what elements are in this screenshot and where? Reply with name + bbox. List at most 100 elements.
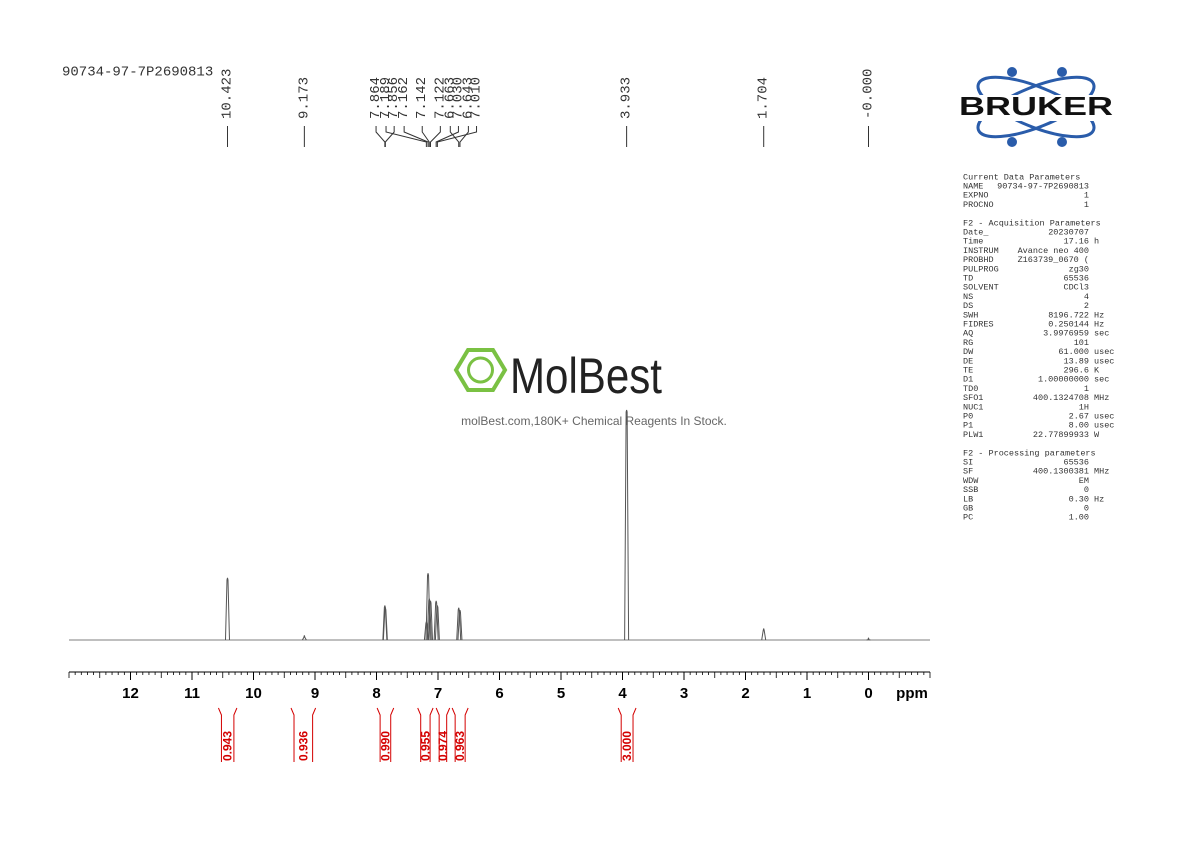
parameter-value: 2.67 [1069, 411, 1089, 421]
parameter-value: 101 [1074, 338, 1089, 348]
peak-label: 1.704 [756, 77, 772, 119]
parameter-unit: MHz [1094, 393, 1109, 403]
peak-pointer [385, 126, 427, 147]
parameter-value: zg30 [1069, 264, 1089, 274]
parameter-unit: usec [1094, 421, 1114, 431]
peak [426, 598, 432, 641]
parameter-value: 65536 [1063, 273, 1089, 283]
x-tick-label: 4 [618, 685, 627, 702]
parameter-name: SSB [963, 485, 978, 495]
parameter-name: SF [963, 467, 973, 477]
parameter-name: TD [963, 273, 973, 283]
parameter-unit: Hz [1094, 319, 1104, 329]
parameter-name: P1 [963, 421, 973, 431]
integral-label: 0.990 [378, 731, 392, 761]
parameter-name: SWH [963, 310, 978, 320]
x-tick-label: 10 [245, 685, 262, 702]
x-tick-label: 2 [741, 685, 749, 702]
parameter-unit: MHz [1094, 467, 1109, 477]
integral-label: 0.936 [296, 731, 310, 761]
parameter-value: 1H [1079, 402, 1089, 412]
parameter-name: EXPNO [963, 191, 989, 201]
parameter-name: NAME [963, 181, 983, 191]
parameter-name: NUC1 [963, 402, 983, 412]
parameter-name: TE [963, 365, 973, 375]
parameter-value: 61.000 [1058, 347, 1089, 357]
peak-label: 6.643 [460, 77, 476, 119]
peak [866, 637, 871, 641]
integral-label: 0.955 [418, 731, 432, 761]
peak-label: 10.423 [219, 69, 235, 119]
parameter-name: WDW [963, 476, 979, 486]
parameter-name: SFO1 [963, 393, 983, 403]
integral-bracket [376, 707, 395, 762]
peak-label: 7.122 [432, 77, 448, 119]
parameter-value: Avance neo 400 [1018, 246, 1089, 256]
parameter-name: NS [963, 292, 973, 302]
integral-bracket [217, 707, 238, 762]
parameter-value: 22.77899933 [1033, 430, 1089, 440]
peak-label: 7.864 [368, 77, 384, 119]
parameter-value: 1 [1084, 384, 1089, 394]
integral-bracket [451, 707, 469, 762]
parameter-value: 90734-97-7P2690813 [997, 181, 1089, 191]
parameter-unit: Hz [1094, 494, 1104, 504]
parameter-value: 1 [1084, 191, 1089, 201]
integral-label: 0.963 [453, 731, 467, 761]
sample-title: 90734-97-7P2690813 [62, 65, 213, 81]
parameter-value: Z163739_0670 ( [1018, 255, 1089, 265]
parameter-unit: W [1094, 430, 1100, 440]
parameter-value: EM [1079, 476, 1089, 486]
parameter-unit: h [1094, 237, 1099, 247]
parameter-value: 296.6 [1063, 365, 1089, 375]
peak [761, 628, 767, 641]
parameter-name: AQ [963, 329, 973, 339]
peak-pointer [435, 126, 459, 147]
parameter-name: INSTRUM [963, 246, 999, 256]
parameter-name: PULPROG [963, 264, 999, 274]
parameter-unit: usec [1094, 411, 1114, 421]
parameter-section-title: F2 - Acquisition Parameters [963, 218, 1101, 228]
parameter-name: PROBHD [963, 255, 994, 265]
parameter-value: 3.9976959 [1043, 329, 1089, 339]
parameter-value: 13.89 [1063, 356, 1089, 366]
x-tick-label: 1 [803, 685, 811, 702]
parameter-name: D1 [963, 375, 973, 385]
peak-label: 3.933 [619, 77, 635, 119]
parameter-value: 17.16 [1063, 237, 1089, 247]
parameter-unit: K [1094, 365, 1100, 375]
x-tick-label: 6 [495, 685, 503, 702]
parameter-name: FIDRES [963, 319, 994, 329]
integral-label: 3.000 [620, 731, 634, 761]
parameter-unit: sec [1094, 375, 1109, 385]
parameter-name: PC [963, 513, 973, 523]
peak-label: 7.162 [396, 77, 412, 119]
parameter-unit: sec [1094, 329, 1109, 339]
peak-label: 6.663 [442, 77, 458, 119]
peak [224, 577, 230, 641]
parameter-name: LB [963, 494, 973, 504]
peak-pointer [429, 126, 441, 147]
parameter-name: PLW1 [963, 430, 983, 440]
parameter-name: P0 [963, 411, 973, 421]
bruker-text: BRUKER [959, 91, 1113, 121]
integral-bracket [290, 707, 317, 762]
parameter-name: DW [963, 347, 974, 357]
parameter-value: 400.1300381 [1033, 467, 1089, 477]
peak-pointer [436, 126, 478, 147]
integral-bracket [417, 707, 434, 762]
x-axis-label: ppm [896, 685, 928, 702]
peak-pointer [449, 126, 460, 147]
integral-label: 0.974 [436, 731, 450, 761]
parameter-name: SOLVENT [963, 283, 999, 293]
parameter-name: DE [963, 356, 973, 366]
integral-bracket [435, 707, 451, 762]
peak [457, 609, 463, 641]
molbest-logo: MolBest [453, 348, 662, 404]
peak-pointer [459, 126, 469, 147]
peak-pointer [384, 126, 395, 147]
peak [427, 600, 433, 641]
parameter-unit: Hz [1094, 310, 1104, 320]
peak [624, 409, 630, 641]
parameter-name: SI [963, 457, 973, 467]
